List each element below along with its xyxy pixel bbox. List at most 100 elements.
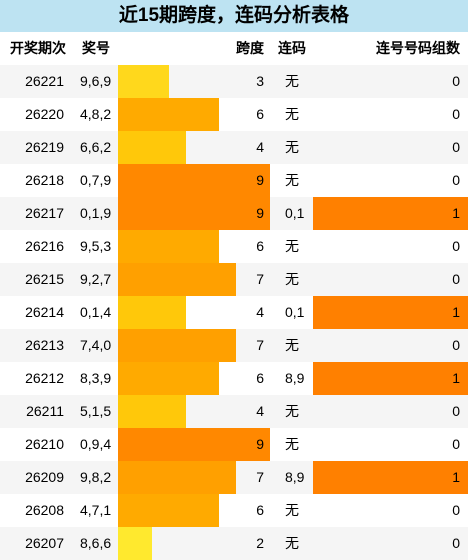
count: 0 (452, 337, 460, 353)
lianma: 无 (285, 271, 299, 287)
count-bar (313, 197, 468, 230)
numbers: 8,6,6 (80, 535, 112, 551)
issue: 26210 (25, 436, 64, 452)
column-header: 跨度 (236, 40, 264, 56)
lianma: 无 (285, 337, 299, 353)
issue: 26218 (25, 172, 64, 188)
span-bar (118, 329, 237, 362)
issue: 26211 (26, 403, 64, 419)
span-bar (118, 527, 152, 560)
row-bg (0, 65, 468, 98)
numbers: 0,1,4 (80, 304, 112, 320)
row-bg (0, 527, 468, 560)
issue: 26221 (25, 73, 64, 89)
count: 0 (452, 139, 460, 155)
lianma: 无 (285, 403, 299, 419)
row-bg (0, 98, 468, 131)
lianma: 0,1 (285, 304, 305, 320)
count: 1 (452, 370, 460, 386)
numbers: 9,6,9 (80, 73, 112, 89)
span: 9 (256, 205, 264, 221)
span: 9 (256, 172, 264, 188)
span: 4 (256, 403, 264, 419)
count: 0 (452, 73, 460, 89)
count: 0 (452, 271, 460, 287)
span: 7 (256, 337, 264, 353)
lianma: 无 (285, 172, 299, 188)
row-bg (0, 494, 468, 527)
span-bar (118, 65, 169, 98)
span: 6 (256, 370, 264, 386)
numbers: 9,8,2 (80, 469, 112, 485)
row-bg (0, 395, 468, 428)
count: 1 (452, 304, 460, 320)
issue: 26217 (25, 205, 64, 221)
span-bar (118, 428, 270, 461)
lianma: 无 (285, 106, 299, 122)
span-bar (118, 395, 186, 428)
column-header: 连号号码组数 (376, 40, 460, 56)
span-bar (118, 296, 186, 329)
issue: 26219 (25, 139, 64, 155)
count: 0 (452, 403, 460, 419)
issue: 26216 (25, 238, 64, 254)
numbers: 4,7,1 (80, 502, 112, 518)
span-bar (118, 98, 220, 131)
lianma: 无 (285, 139, 299, 155)
numbers: 8,3,9 (80, 370, 112, 386)
span: 9 (256, 436, 264, 452)
count-bar (313, 461, 468, 494)
span-bar (118, 131, 186, 164)
count: 1 (452, 205, 460, 221)
count: 1 (452, 469, 460, 485)
numbers: 0,1,9 (80, 205, 112, 221)
span-bar (118, 164, 270, 197)
span: 2 (256, 535, 264, 551)
lianma: 0,1 (285, 205, 305, 221)
issue: 26208 (25, 502, 64, 518)
column-header: 奖号 (82, 40, 110, 56)
span: 6 (256, 502, 264, 518)
issue: 26209 (25, 469, 64, 485)
row-bg (0, 131, 468, 164)
issue: 26220 (25, 106, 64, 122)
span: 3 (256, 73, 264, 89)
lianma: 8,9 (285, 370, 305, 386)
numbers: 7,4,0 (80, 337, 112, 353)
lianma: 无 (285, 535, 299, 551)
span: 6 (256, 106, 264, 122)
numbers: 0,9,4 (80, 436, 112, 452)
count: 0 (452, 238, 460, 254)
numbers: 0,7,9 (80, 172, 112, 188)
column-header: 连码 (278, 40, 306, 56)
issue: 26214 (25, 304, 64, 320)
span-bar (118, 494, 220, 527)
numbers: 6,6,2 (80, 139, 112, 155)
span-bar (118, 230, 220, 263)
numbers: 9,5,3 (80, 238, 112, 254)
span: 4 (256, 139, 264, 155)
lianma: 无 (285, 436, 299, 452)
lianma: 无 (285, 238, 299, 254)
span-bar (118, 461, 237, 494)
count: 0 (452, 172, 460, 188)
numbers: 4,8,2 (80, 106, 112, 122)
numbers: 5,1,5 (80, 403, 112, 419)
issue: 26213 (25, 337, 64, 353)
issue: 26207 (25, 535, 64, 551)
span: 7 (256, 271, 264, 287)
column-header: 开奖期次 (10, 40, 66, 56)
count: 0 (452, 436, 460, 452)
title: 近15期跨度，连码分析表格 (0, 0, 468, 32)
issue: 26212 (25, 370, 64, 386)
count: 0 (452, 535, 460, 551)
span: 7 (256, 469, 264, 485)
span: 6 (256, 238, 264, 254)
issue: 26215 (25, 271, 64, 287)
lianma: 无 (285, 502, 299, 518)
row-bg (0, 230, 468, 263)
count-bar (313, 362, 468, 395)
numbers: 9,2,7 (80, 271, 112, 287)
span-bar (118, 263, 237, 296)
